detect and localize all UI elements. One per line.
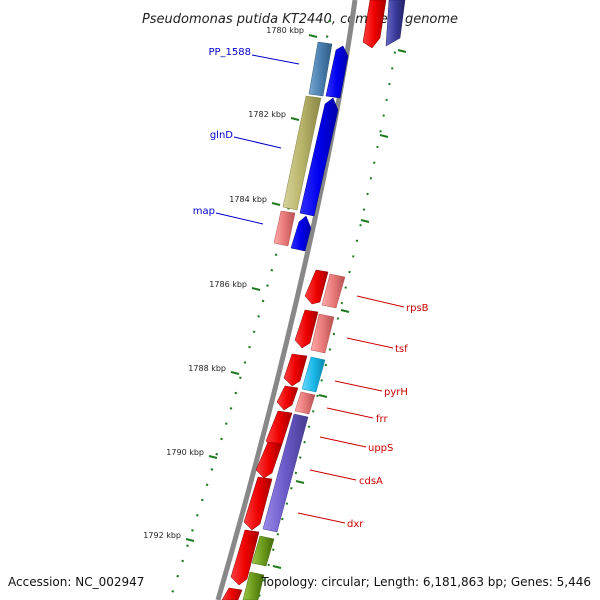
- label-leader: [346, 337, 394, 349]
- label-leader: [334, 380, 383, 392]
- gene-label-tsf[interactable]: tsf: [395, 344, 408, 355]
- kbp-ticks: 1780 kbp 1782 kbp 1784 kbp 1786 kbp 1788…: [143, 26, 407, 569]
- gene-label-dxr[interactable]: dxr: [347, 519, 364, 530]
- gene-label-upps[interactable]: uppS: [368, 443, 393, 454]
- diagram-title: Pseudomonas putida KT2440, complete geno…: [142, 12, 458, 27]
- gene-forward-blue-1[interactable]: [325, 45, 349, 99]
- tick-mark: [271, 202, 281, 206]
- label-leader: [326, 407, 374, 419]
- tick-label: 1786 kbp: [209, 280, 247, 289]
- tick-mark: [272, 565, 282, 569]
- tick-label: 1780 kbp: [266, 26, 304, 35]
- tick-label: 1792 kbp: [143, 531, 181, 540]
- gene-label-frr[interactable]: frr: [376, 414, 388, 425]
- genome-summary-text: Topology: circular; Length: 6,181,863 bp…: [260, 575, 591, 589]
- tick-label: 1782 kbp: [248, 110, 286, 119]
- gene-reverse-red-2[interactable]: [294, 309, 319, 349]
- gene-reverse-red-3[interactable]: [283, 353, 308, 387]
- tick-mark: [360, 219, 370, 223]
- gene-pp1588-feature[interactable]: [308, 41, 333, 97]
- gene-top-darkpurple[interactable]: [385, 0, 406, 47]
- tick-mark: [379, 134, 389, 138]
- tick-mark: [251, 287, 261, 291]
- label-leader: [251, 54, 300, 65]
- tick-mark: [185, 538, 195, 542]
- tick-mark: [397, 49, 407, 53]
- gene-green-1[interactable]: [251, 535, 275, 567]
- gene-green-2[interactable]: [242, 571, 265, 600]
- tick-mark: [308, 34, 318, 38]
- gene-reverse-red-1[interactable]: [304, 269, 329, 305]
- gene-reverse-red-8[interactable]: [230, 529, 260, 586]
- label-leader: [356, 295, 405, 308]
- gene-label-pyrh[interactable]: pyrH: [384, 387, 408, 398]
- gene-forward-blue-2[interactable]: [299, 97, 339, 217]
- label-leader: [309, 469, 357, 481]
- gene-uppS-cdsA-feature[interactable]: [262, 413, 309, 533]
- tick-mark: [230, 371, 240, 375]
- label-leader: [319, 436, 367, 448]
- label-leader: [233, 136, 282, 149]
- gene-reverse-red-9[interactable]: [221, 587, 243, 600]
- gene-reverse-red-4[interactable]: [276, 385, 299, 411]
- accession-text: Accession: NC_002947: [8, 575, 144, 589]
- gene-map-feature[interactable]: [273, 210, 296, 247]
- tick-label: 1784 kbp: [229, 195, 267, 204]
- label-leader: [297, 512, 346, 524]
- forward-genes: [273, 0, 406, 252]
- gene-forward-blue-3[interactable]: [290, 215, 312, 252]
- tick-mark: [340, 309, 350, 313]
- reverse-genes: [221, 269, 346, 600]
- tick-label: 1788 kbp: [188, 364, 226, 373]
- gene-glnd-feature[interactable]: [282, 95, 322, 211]
- gene-label-map[interactable]: map: [193, 206, 215, 217]
- reverse-gene-labels: rpsB tsf pyrH frr uppS cdsA dxr: [297, 295, 429, 530]
- tick-mark: [295, 480, 305, 484]
- gene-label-pp1588[interactable]: PP_1588: [208, 47, 251, 58]
- tick-mark: [208, 455, 218, 459]
- gene-tsf-feature[interactable]: [310, 313, 335, 354]
- gene-reverse-red-6[interactable]: [255, 441, 283, 479]
- gene-reverse-red-7[interactable]: [243, 476, 273, 531]
- gene-label-rpsb[interactable]: rpsB: [406, 303, 429, 314]
- gene-frr-feature[interactable]: [294, 391, 316, 415]
- tick-label: 1790 kbp: [166, 448, 204, 457]
- gene-pyrh-feature[interactable]: [301, 356, 326, 393]
- tick-mark: [318, 394, 328, 398]
- label-leader: [215, 212, 264, 225]
- gene-label-cdsa[interactable]: cdsA: [359, 476, 383, 487]
- forward-gene-labels: PP_1588 glnD map: [193, 47, 300, 225]
- gene-label-glnd[interactable]: glnD: [210, 130, 233, 141]
- tick-mark: [290, 117, 300, 121]
- gene-top-red[interactable]: [362, 0, 387, 49]
- gene-rpsb-feature[interactable]: [321, 273, 346, 309]
